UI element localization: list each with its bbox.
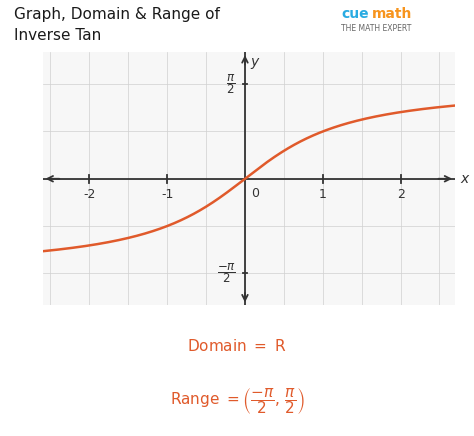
Text: 0: 0 <box>251 187 259 200</box>
Text: 1: 1 <box>319 188 327 201</box>
Text: $\dfrac{\pi}{2}$: $\dfrac{\pi}{2}$ <box>226 72 236 96</box>
Text: y: y <box>250 55 259 69</box>
Text: Range $=\left(\dfrac{-\pi}{2},\,\dfrac{\pi}{2}\right)$: Range $=\left(\dfrac{-\pi}{2},\,\dfrac{\… <box>170 386 304 416</box>
Text: $\dfrac{-\pi}{2}$: $\dfrac{-\pi}{2}$ <box>217 262 236 285</box>
Text: THE MATH EXPERT: THE MATH EXPERT <box>341 24 411 33</box>
Text: 2: 2 <box>397 188 404 201</box>
Text: x: x <box>460 172 469 186</box>
Text: cue: cue <box>341 7 369 20</box>
Text: Graph, Domain & Range of: Graph, Domain & Range of <box>14 7 220 21</box>
Text: Domain $=$ R: Domain $=$ R <box>187 338 287 354</box>
Text: Inverse Tan: Inverse Tan <box>14 28 101 43</box>
Text: math: math <box>372 7 412 20</box>
Text: -1: -1 <box>161 188 173 201</box>
Text: -2: -2 <box>83 188 96 201</box>
